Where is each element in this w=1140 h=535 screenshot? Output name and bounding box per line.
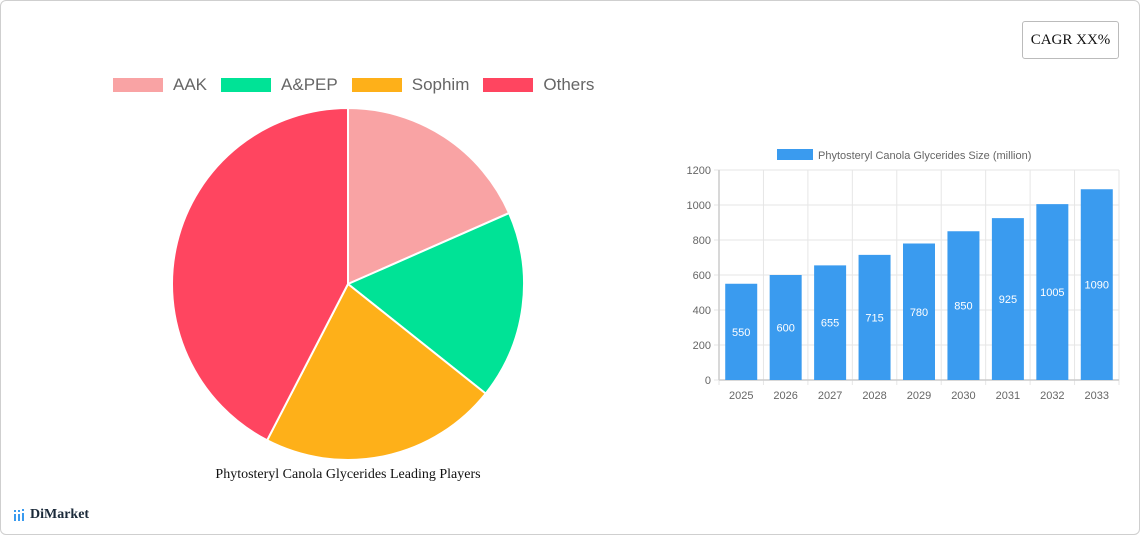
legend-label: Sophim	[411, 75, 470, 94]
y-tick-label: 600	[693, 270, 711, 282]
brand-logo[interactable]: DiMarket	[14, 507, 89, 523]
bar-2028[interactable]	[858, 254, 891, 380]
x-tick-label: 2030	[951, 390, 975, 402]
y-tick-label: 1000	[687, 200, 711, 212]
svg-text:Phytosteryl Canola Glycerides: Phytosteryl Canola Glycerides Size (mill…	[818, 150, 1031, 162]
bar-chart-logo-icon	[14, 509, 24, 521]
legend-swatch	[483, 78, 534, 92]
x-tick-label: 2027	[818, 390, 842, 402]
pie-chart-title: Phytosteryl Canola Glycerides Leading Pl…	[215, 467, 481, 482]
pie-chart	[171, 106, 525, 461]
bar-value-label: 655	[821, 318, 839, 330]
legend-item-apep[interactable]: A&PEP	[221, 75, 338, 95]
x-tick-label: 2032	[1040, 390, 1064, 402]
bar-legend[interactable]: Phytosteryl Canola Glycerides Size (mill…	[777, 149, 1031, 162]
bar-value-label: 600	[776, 323, 794, 335]
y-tick-label: 800	[693, 235, 711, 247]
bar-value-label: 1090	[1085, 280, 1109, 292]
bar-2032[interactable]	[1036, 204, 1069, 380]
pie-slice-sophim[interactable]	[265, 282, 488, 461]
legend-swatch	[221, 78, 272, 92]
pie-slice-apep[interactable]	[346, 211, 525, 396]
bar-2033[interactable]	[1080, 189, 1113, 380]
y-tick-label: 0	[705, 375, 711, 387]
bar-2027[interactable]	[814, 265, 847, 380]
legend-label: Others	[543, 75, 595, 94]
bar-value-label: 1005	[1040, 287, 1064, 299]
bar-2031[interactable]	[991, 218, 1024, 380]
cagr-label: CAGR XX%	[1030, 31, 1111, 48]
legend-label: AAK	[173, 75, 208, 94]
legend-swatch	[351, 78, 402, 92]
x-tick-label: 2028	[862, 390, 886, 402]
x-tick-label: 2026	[773, 390, 797, 402]
y-tick-label: 200	[693, 340, 711, 352]
pie-slice-others[interactable]	[171, 106, 349, 442]
x-tick-label: 2033	[1085, 390, 1109, 402]
brand-name: DiMarket	[30, 507, 90, 522]
legend-item-aak[interactable]: AAK	[113, 75, 207, 95]
legend-swatch	[113, 78, 163, 92]
bar-2030[interactable]	[947, 231, 980, 380]
pie-slice-aak[interactable]	[347, 106, 511, 286]
bar-value-label: 780	[910, 307, 928, 319]
y-tick-label: 400	[693, 305, 711, 317]
bar-2029[interactable]	[903, 243, 935, 381]
bar-2026[interactable]	[769, 275, 802, 380]
x-tick-label: 2029	[907, 390, 931, 402]
cagr-badge: CAGR XX%	[1022, 21, 1119, 59]
bar-value-label: 550	[732, 327, 750, 339]
x-tick-label: 2031	[996, 390, 1020, 402]
bar-value-label: 850	[954, 301, 972, 313]
legend-item-sophim[interactable]: Sophim	[351, 75, 470, 95]
legend-item-others[interactable]: Others	[483, 75, 594, 95]
legend-label: A&PEP	[281, 75, 338, 94]
bar-chart: Phytosteryl Canola Glycerides Size (mill…	[687, 149, 1120, 402]
x-tick-label: 2025	[729, 390, 753, 402]
pie-legend: AAK A&PEP Sophim Others	[113, 75, 608, 95]
bar-value-label: 715	[865, 312, 883, 324]
bar-2025[interactable]	[725, 283, 758, 380]
bar-value-label: 925	[999, 294, 1017, 306]
y-tick-label: 1200	[687, 165, 711, 177]
